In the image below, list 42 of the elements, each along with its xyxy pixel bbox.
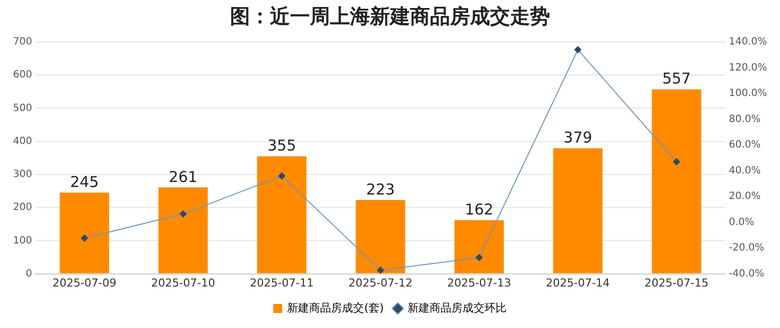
y2-tick-label: 0.0% — [728, 216, 754, 228]
x-tick-label: 2025-07-15 — [644, 276, 708, 290]
y-tick-label: 400 — [12, 136, 32, 147]
x-tick-label: 2025-07-09 — [52, 276, 116, 290]
bar — [60, 192, 110, 274]
y2-tick-label: 80.0% — [728, 114, 761, 125]
x-tick-label: 2025-07-14 — [546, 276, 610, 290]
legend-label: 新建商品房成交(套) — [287, 301, 384, 314]
x-tick-label: 2025-07-13 — [447, 276, 512, 290]
y-tick-label: 200 — [12, 202, 32, 214]
legend-label: 新建商品房成交环比 — [407, 301, 506, 314]
y2-tick-label: 140.0% — [728, 36, 768, 48]
y2-tick-label: 120.0% — [728, 62, 768, 74]
y2-tick-label: 40.0% — [728, 165, 761, 176]
y-tick-label: 300 — [12, 169, 32, 180]
x-tick-label: 2025-07-11 — [250, 276, 314, 290]
data-label: 379 — [564, 128, 592, 147]
y2-tick-label: 20.0% — [728, 191, 761, 202]
bar — [553, 148, 603, 274]
y-tick-label: 500 — [12, 102, 32, 114]
data-label: 223 — [366, 180, 395, 198]
bar — [356, 200, 406, 274]
y-tick-label: 700 — [12, 36, 32, 48]
bar — [652, 89, 702, 274]
data-label: 245 — [70, 173, 99, 192]
data-label: 261 — [168, 168, 198, 186]
bar — [454, 220, 504, 274]
bar — [158, 187, 208, 274]
data-label: 162 — [464, 200, 494, 219]
chart-title: 图：近一周上海新建商品房成交走势 — [230, 4, 550, 28]
y-tick-label: 100 — [12, 235, 32, 246]
data-label: 557 — [662, 70, 691, 88]
bar — [257, 156, 306, 274]
y-tick-label: 600 — [12, 70, 32, 81]
y2-tick-label: 100.0% — [728, 88, 768, 100]
y2-tick-label: -40.0% — [728, 268, 764, 280]
y-tick-label: 0 — [26, 268, 32, 280]
y2-tick-label: 60.0% — [728, 140, 761, 151]
x-tick-label: 2025-07-10 — [151, 276, 216, 290]
x-tick-label: 2025-07-12 — [348, 276, 412, 290]
data-label: 355 — [267, 136, 296, 155]
y2-tick-label: -20.0% — [728, 242, 764, 254]
